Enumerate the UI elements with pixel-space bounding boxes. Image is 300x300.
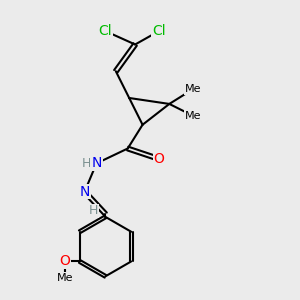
Text: O: O — [59, 254, 70, 268]
Text: H: H — [89, 204, 98, 218]
Text: O: O — [154, 152, 164, 166]
Text: Me: Me — [57, 273, 73, 283]
Text: Cl: Cl — [152, 24, 166, 38]
Text: N: N — [80, 184, 90, 199]
Text: Cl: Cl — [99, 24, 112, 38]
Text: Me: Me — [185, 111, 201, 121]
Text: H: H — [81, 157, 91, 170]
Text: N: N — [91, 156, 102, 170]
Text: Me: Me — [185, 84, 201, 94]
